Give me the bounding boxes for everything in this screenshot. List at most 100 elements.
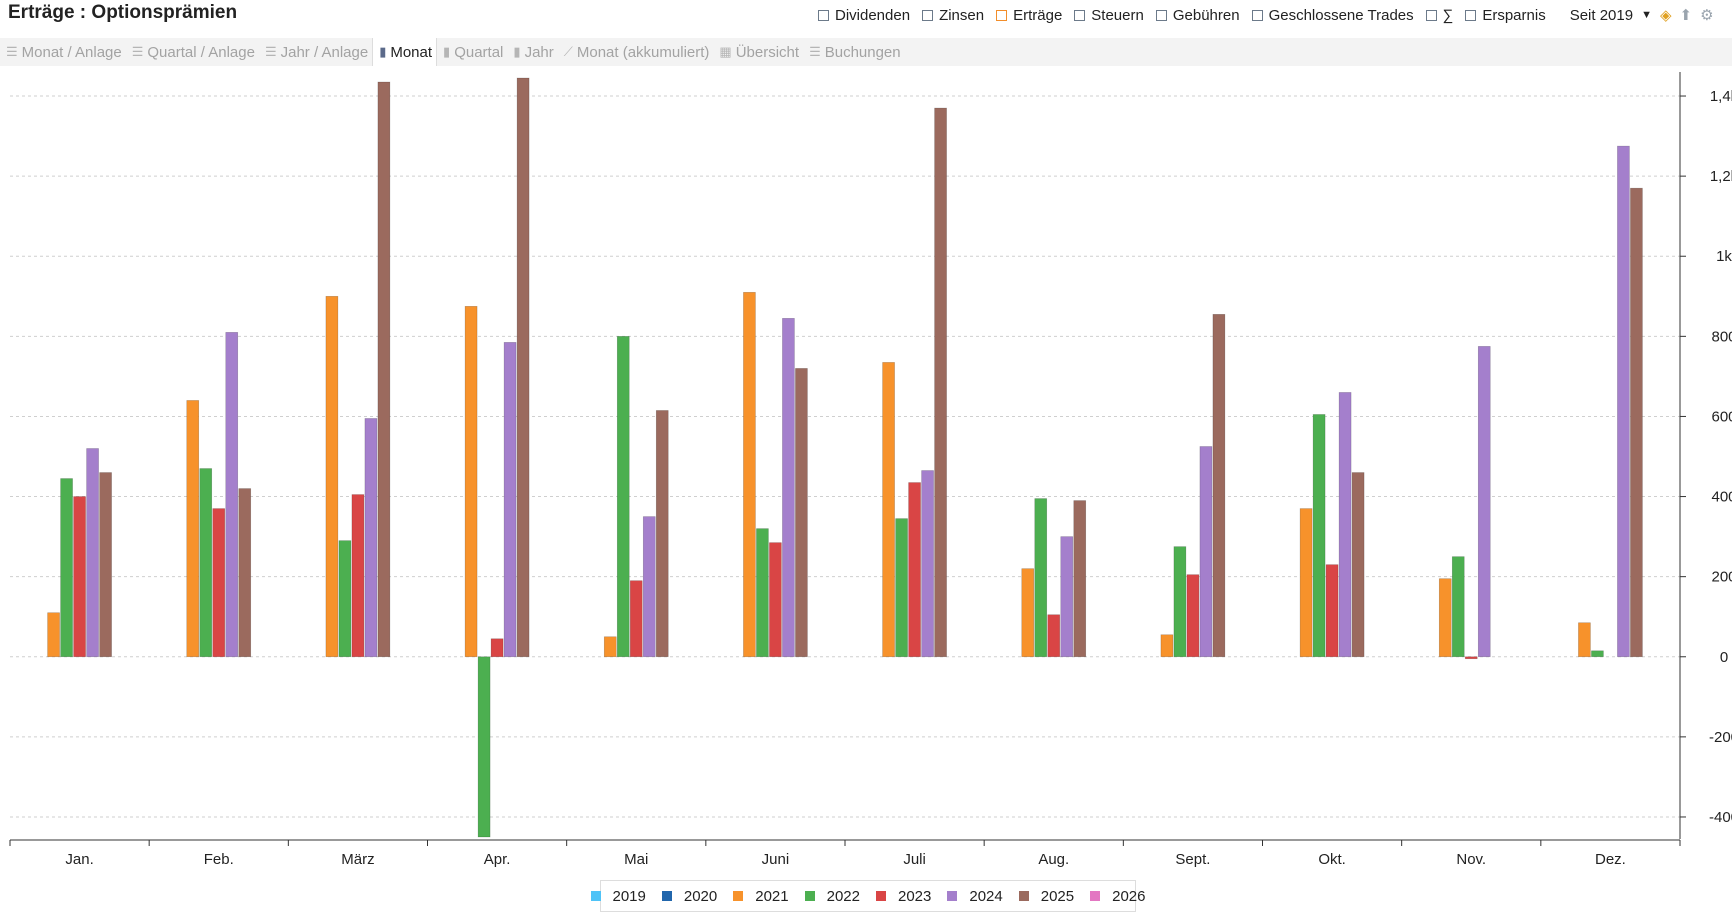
bar-2023 bbox=[769, 542, 782, 658]
filter-checkbox[interactable]: Steuern bbox=[1074, 7, 1144, 24]
legend-swatch bbox=[1090, 891, 1101, 901]
legend-item[interactable]: 2023 bbox=[876, 888, 931, 905]
y-tick-label: 400 bbox=[1711, 489, 1732, 506]
y-tick-label: 200 bbox=[1711, 569, 1732, 586]
bar-2022 bbox=[1591, 650, 1604, 658]
tab-buchungen[interactable]: ☰ Buchungen bbox=[803, 38, 905, 66]
tab-jahr-anlage[interactable]: ☰ Jahr / Anlage bbox=[259, 38, 372, 66]
checkbox-icon[interactable] bbox=[1425, 9, 1437, 21]
filter-checkbox[interactable]: Geschlossene Trades bbox=[1251, 6, 1414, 24]
y-tick-label: 1,2k bbox=[1710, 168, 1732, 185]
x-tick-label: Juli bbox=[903, 851, 926, 868]
bar-chart-icon: ▮ bbox=[379, 44, 387, 59]
legend-label: 2026 bbox=[1112, 887, 1146, 905]
y-tick-label: 600 bbox=[1711, 408, 1732, 425]
legend-swatch bbox=[1018, 891, 1029, 901]
view-tabs: ☰ Monat / Anlage ☰ Quartal / Anlage ☰ Jahr / … bbox=[0, 38, 1732, 66]
x-tick-label: März bbox=[341, 851, 374, 868]
page-title: Erträge : Optionsprämien bbox=[8, 2, 238, 23]
bar-2022 bbox=[616, 336, 630, 658]
legend-label: 2021 bbox=[755, 887, 789, 905]
filter-checkbox[interactable]: Erträge bbox=[996, 7, 1062, 24]
y-tick-label: 800 bbox=[1711, 328, 1732, 345]
tab-label: Monat / Anlage bbox=[21, 43, 122, 61]
bar-2021 bbox=[47, 612, 60, 658]
legend-item[interactable]: 2026 bbox=[1090, 887, 1146, 905]
bar-2023 bbox=[212, 508, 226, 658]
legend-swatch bbox=[661, 891, 672, 901]
tab-jahr[interactable]: ▮ Jahr bbox=[507, 38, 557, 66]
tab-quartal-anlage[interactable]: ☰ Quartal / Anlage bbox=[126, 38, 259, 66]
upload-icon[interactable]: ⬆ bbox=[1679, 6, 1693, 24]
bar-2023 bbox=[490, 638, 504, 658]
tab-label: Jahr bbox=[524, 43, 554, 61]
bar-2021 bbox=[603, 636, 617, 658]
tab-übersicht[interactable]: ▦ Übersicht bbox=[713, 38, 803, 66]
legend-label: 2023 bbox=[898, 887, 932, 905]
checkbox-icon[interactable] bbox=[922, 9, 934, 21]
bar-2021 bbox=[1438, 578, 1452, 658]
bar-2022 bbox=[199, 468, 213, 658]
bar-2022 bbox=[756, 528, 769, 658]
x-tick-label: Dez. bbox=[1595, 851, 1626, 868]
filter-label: Dividenden bbox=[835, 6, 911, 24]
chevron-down-icon[interactable]: ▼ bbox=[1641, 9, 1652, 21]
list-icon: ☰ bbox=[131, 44, 144, 59]
list-icon: ☰ bbox=[6, 44, 18, 59]
bar-2021 bbox=[325, 295, 339, 658]
legend-item[interactable]: 2019 bbox=[590, 887, 646, 905]
checkbox-icon[interactable] bbox=[1251, 9, 1263, 21]
bar-2024 bbox=[642, 516, 656, 658]
legend-label: 2019 bbox=[612, 887, 646, 905]
filter-checkbox[interactable]: Ersparnis bbox=[1465, 7, 1546, 24]
x-tick-label: Sept. bbox=[1175, 851, 1210, 868]
legend-item[interactable]: 2022 bbox=[804, 888, 860, 905]
tab-label: Buchungen bbox=[824, 43, 901, 61]
legend-item[interactable]: 2021 bbox=[733, 887, 789, 905]
filter-label: Geschlossene Trades bbox=[1268, 6, 1414, 24]
x-tick-label: Apr. bbox=[484, 851, 511, 868]
tab-monat-akkumuliert[interactable]: ⟋ Monat (akkumuliert) bbox=[558, 38, 714, 66]
chart-legend: 2019 2020 2021 2022 2023 2024 2025 2026 bbox=[590, 880, 1146, 912]
x-tick-label: Jan. bbox=[65, 851, 93, 868]
tab-monat[interactable]: ▮ Monat bbox=[372, 38, 438, 66]
legend-swatch bbox=[947, 891, 958, 901]
bar-2024 bbox=[503, 342, 517, 658]
filter-checkbox[interactable]: Gebühren bbox=[1155, 6, 1240, 24]
legend-item[interactable]: 2020 bbox=[661, 888, 717, 905]
legend-item[interactable]: 2024 bbox=[947, 887, 1003, 905]
bar-2025 bbox=[238, 488, 252, 658]
x-tick-label: Feb. bbox=[204, 851, 234, 868]
bar-2023 bbox=[351, 494, 365, 658]
tab-quartal[interactable]: ▮ Quartal bbox=[437, 38, 507, 66]
y-tick-label: -200 bbox=[1709, 729, 1732, 746]
checkbox-icon[interactable] bbox=[996, 9, 1008, 21]
gear-icon[interactable]: ⚙ bbox=[1700, 6, 1714, 24]
tab-label: Übersicht bbox=[735, 43, 800, 61]
bar-2023 bbox=[908, 482, 921, 658]
legend-label: 2024 bbox=[969, 887, 1003, 905]
filter-checkbox[interactable]: Dividenden bbox=[818, 7, 910, 24]
filter-checkbox[interactable]: Zinsen bbox=[922, 7, 984, 24]
period-select[interactable]: Seit 2019 ▼ bbox=[1570, 7, 1652, 24]
bar-2023 bbox=[629, 580, 643, 658]
period-label: Seit 2019 bbox=[1569, 6, 1634, 24]
tab-label: Jahr / Anlage bbox=[280, 43, 369, 61]
bar-2025 bbox=[1351, 472, 1365, 658]
tab-monat-anlage[interactable]: ☰ Monat / Anlage bbox=[0, 38, 126, 66]
bar-2024 bbox=[86, 448, 99, 658]
list-icon: ☰ bbox=[809, 44, 821, 59]
checkbox-icon[interactable] bbox=[1155, 9, 1167, 21]
bar-2024 bbox=[1060, 536, 1074, 658]
x-tick-label: Nov. bbox=[1456, 851, 1486, 868]
filter-checkbox[interactable]: ∑ bbox=[1425, 7, 1453, 24]
bar-2021 bbox=[1021, 568, 1035, 658]
checkbox-icon[interactable] bbox=[1465, 9, 1477, 21]
checkbox-icon[interactable] bbox=[1074, 9, 1086, 21]
filter-label: Gebühren bbox=[1172, 6, 1240, 24]
checkbox-icon[interactable] bbox=[818, 9, 829, 21]
legend-item[interactable]: 2025 bbox=[1018, 888, 1074, 905]
layers-icon[interactable]: ◈ bbox=[1659, 6, 1672, 24]
bar-2023 bbox=[1325, 564, 1339, 658]
bar-2023 bbox=[73, 496, 86, 658]
